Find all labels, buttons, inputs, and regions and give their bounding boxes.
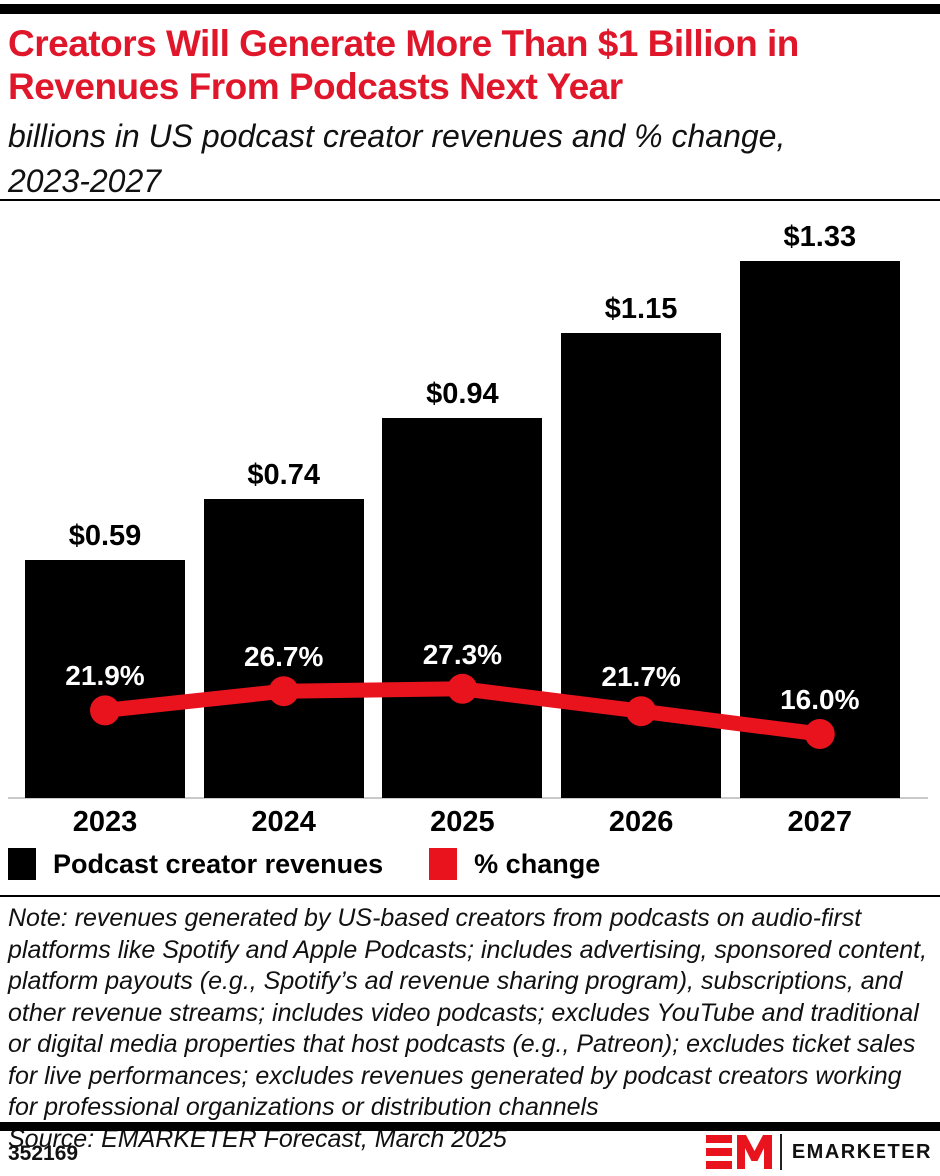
footer-rule-bar [0, 1122, 940, 1131]
pct-change-label: 21.7% [601, 661, 681, 693]
revenue-bar-2025 [382, 418, 543, 798]
page-subtitle: billions in US podcast creator revenues … [8, 118, 786, 199]
year-label-2025: 2025 [430, 806, 495, 838]
legend-item-revenues: Podcast creator revenues [8, 848, 383, 880]
pct-change-line [90, 673, 835, 749]
emarketer-wordmark: EMARKETER [791, 1140, 932, 1163]
bar-value-label: $0.74 [247, 459, 320, 491]
footnote: Note: revenues generated by US-based cre… [8, 903, 932, 1155]
legend-label-pct-change: % change [474, 848, 601, 879]
line-marker-2026 [626, 696, 657, 727]
emarketer-logo: EMARKETER [705, 1134, 932, 1170]
legend: Podcast creator revenues % change [8, 848, 646, 880]
pct-change-label: 26.7% [243, 641, 324, 673]
bar-value-label: $1.33 [783, 221, 857, 253]
line-marker-2027 [804, 719, 835, 749]
x-axis-labels: 2023 2024 2025 2026 2027 [0, 806, 940, 840]
chart-id: 352169 [8, 1142, 79, 1165]
bar-value-label: $0.94 [426, 378, 499, 410]
year-label-2027: 2027 [787, 806, 853, 838]
line-marker-2025 [447, 673, 478, 704]
line-marker-2023 [90, 695, 120, 726]
pct-change-label: 16.0% [780, 684, 860, 715]
em-monogram-icon [705, 1135, 772, 1169]
legend-swatch-pct-change [429, 848, 458, 880]
pct-change-label: 21.9% [65, 660, 145, 692]
revenue-bar-2023 [25, 560, 185, 798]
year-label-2024: 2024 [251, 806, 316, 838]
line-marker-2024 [268, 676, 299, 707]
revenue-bar-2024 [203, 499, 364, 798]
year-label-2023: 2023 [72, 806, 138, 838]
plot-area: $0.59 $0.74 $0.94 $1.15 $1.33 21.9% 26.7% 27.3%… [0, 210, 940, 799]
bar-value-label: $0.59 [68, 520, 142, 552]
x-axis-line [8, 797, 928, 799]
legend-swatch-revenues [8, 848, 36, 880]
bar-value-label: $1.15 [604, 293, 678, 325]
logo-divider [779, 1134, 782, 1170]
header-divider [0, 199, 940, 201]
legend-item-pct-change: % change [429, 848, 600, 880]
top-rule-bar [0, 4, 940, 14]
pct-change-label: 27.3% [422, 638, 503, 670]
legend-divider [0, 895, 940, 897]
header: Creators Will Generate More Than $1 Bill… [8, 22, 932, 204]
legend-label-revenues: Podcast creator revenues [53, 848, 384, 879]
footer: 352169 EMARKETER [0, 1131, 940, 1176]
year-label-2026: 2026 [608, 806, 674, 838]
revenue-bar-2027 [739, 261, 900, 798]
page-title: Creators Will Generate More Than $1 Bill… [8, 23, 799, 107]
note-text: Note: revenues generated by US-based cre… [8, 904, 928, 1121]
